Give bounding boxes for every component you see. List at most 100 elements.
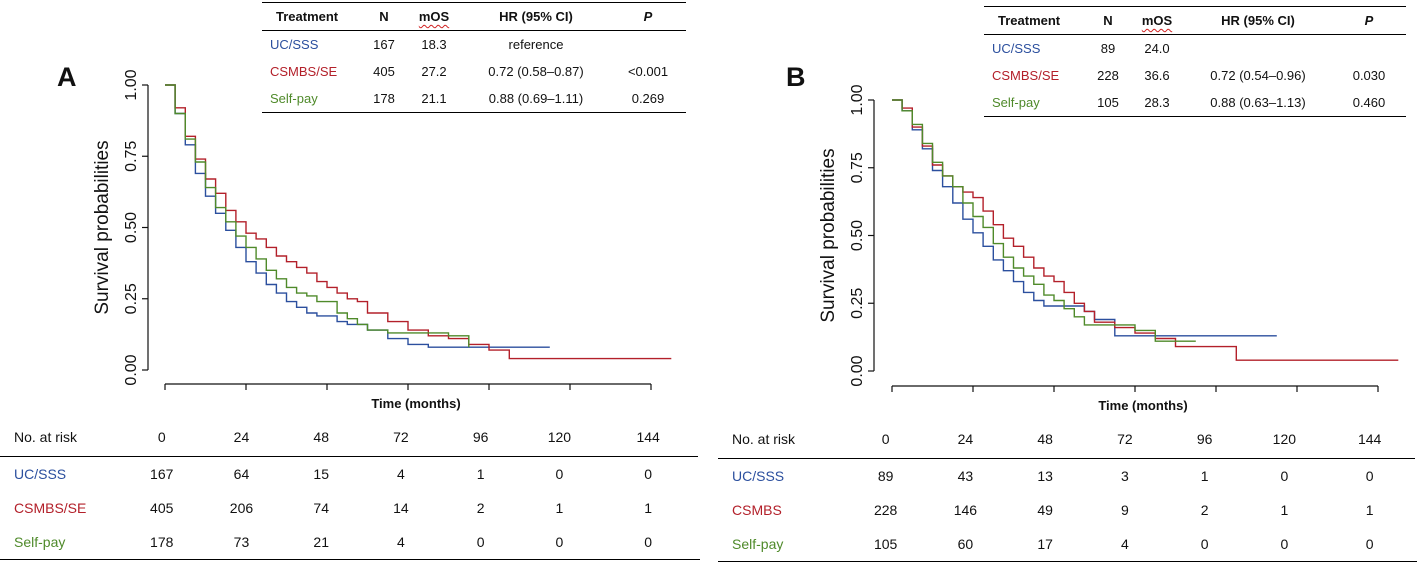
risk-value: 1 xyxy=(1280,502,1289,518)
legend-n: 105 xyxy=(1097,95,1119,110)
risk-value: 1 xyxy=(1200,468,1209,484)
header-treatment: Treatment xyxy=(262,2,362,31)
risk-value: 89 xyxy=(877,468,894,484)
y-axis-label: Survival probabilities xyxy=(818,148,839,322)
y-tick-label: 0.25 xyxy=(849,288,866,319)
risk-time: 144 xyxy=(598,418,698,457)
y-tick-label: 0.75 xyxy=(123,141,140,172)
risk-time: 0 xyxy=(845,420,926,459)
risk-row-name: Self-pay xyxy=(0,525,122,560)
risk-value: 206 xyxy=(229,500,254,516)
legend-n: 178 xyxy=(373,91,395,106)
y-tick-label: 0.00 xyxy=(123,354,140,385)
legend-hr xyxy=(1184,35,1332,63)
risk-time: 48 xyxy=(1005,420,1085,459)
risk-value: 60 xyxy=(925,527,1006,562)
series-line xyxy=(892,99,1277,337)
legend-p xyxy=(610,31,686,59)
risk-value: 15 xyxy=(313,466,329,482)
legend-treatment-name: UC/SSS xyxy=(992,41,1041,56)
series-line xyxy=(165,84,672,360)
legend-p xyxy=(1332,35,1406,63)
risk-header-row: No. at risk 0 24 48 72 96 120 144 xyxy=(718,420,1417,459)
legend-mos: 28.3 xyxy=(1144,95,1170,110)
header-hr: HR (95% CI) xyxy=(462,2,610,31)
risk-time: 72 xyxy=(361,418,441,457)
risk-pad xyxy=(698,491,700,525)
y-tick-label: 1.00 xyxy=(849,84,866,115)
series-line xyxy=(892,99,1399,361)
header-mos: mOS xyxy=(1130,6,1184,35)
risk-header-row: No. at risk 0 24 48 72 96 120 144 xyxy=(0,418,700,457)
risk-value: 4 xyxy=(361,525,441,560)
risk-label: No. at risk xyxy=(0,418,122,457)
risk-time: 24 xyxy=(925,420,1006,459)
risk-value: 405 xyxy=(150,500,174,516)
header-n: N xyxy=(362,2,406,31)
panel-b: B 0.00 0.25 0.50 0.75 1.00 Survival probabili… xyxy=(718,0,1417,562)
risk-value: 105 xyxy=(845,527,926,562)
series-line xyxy=(892,99,1196,342)
legend-mos: 36.6 xyxy=(1144,68,1170,83)
legend-n: 228 xyxy=(1097,68,1119,83)
risk-value: 0 xyxy=(520,525,599,560)
risk-time: 48 xyxy=(281,418,362,457)
km-plot: 0.00 0.25 0.50 0.75 1.00 Survival probabiliti… xyxy=(92,69,672,411)
risk-table: No. at risk 0 24 48 72 96 120 144 UC/SSS… xyxy=(718,420,1417,562)
legend-p: 0.269 xyxy=(631,91,665,106)
risk-row-name: Self-pay xyxy=(718,527,846,562)
risk-time: 96 xyxy=(1164,420,1245,459)
risk-value: 0 xyxy=(1280,468,1289,484)
legend-mos: 24.0 xyxy=(1144,41,1170,56)
risk-table: No. at risk 0 24 48 72 96 120 144 UC/SSS… xyxy=(0,418,700,560)
legend-treatment-name: CSMBS/SE xyxy=(270,64,338,79)
risk-value: 167 xyxy=(150,466,174,482)
risk-row-name: CSMBS xyxy=(732,502,782,518)
risk-value: 64 xyxy=(233,466,250,482)
risk-value: 0 xyxy=(440,525,521,560)
panel-letter: B xyxy=(786,62,806,92)
legend-treatment-name: Self-pay xyxy=(270,91,318,106)
risk-row-name: UC/SSS xyxy=(732,468,785,484)
risk-time: 0 xyxy=(121,418,202,457)
y-axis-label: Survival probabilities xyxy=(92,140,113,314)
risk-value: 0 xyxy=(1365,468,1374,484)
legend-n: 167 xyxy=(373,37,395,52)
y-tick-label: 0.00 xyxy=(849,355,866,386)
legend-row: Self-pay 178 21.1 0.88 (0.69–1.11) 0.269 xyxy=(262,85,686,113)
y-tick-label: 0.50 xyxy=(123,212,140,243)
km-plot: 0.00 0.25 0.50 0.75 1.00 Survival probabiliti… xyxy=(818,84,1399,413)
risk-row: UC/SSS 89 43 13 3 1 0 0 xyxy=(718,459,1417,494)
header-mos: mOS xyxy=(406,2,462,31)
risk-value: 17 xyxy=(1005,527,1085,562)
legend-hr: 0.72 (0.54–0.96) xyxy=(1210,68,1306,83)
legend-hr: reference xyxy=(508,37,564,52)
risk-value: 43 xyxy=(957,468,974,484)
header-mos-text: mOS xyxy=(418,9,450,24)
legend-p: 0.030 xyxy=(1352,68,1386,83)
legend-table: Treatment N mOS HR (95% CI) P UC/SSS 89 24… xyxy=(984,6,1406,117)
risk-row: UC/SSS 167 64 15 4 1 0 0 xyxy=(0,457,700,492)
legend-header-row: Treatment N mOS HR (95% CI) P xyxy=(984,6,1406,35)
risk-row: Self-pay 178 73 21 4 0 0 0 xyxy=(0,525,700,560)
risk-row: CSMBS/SE 405 206 74 14 2 1 1 xyxy=(0,491,700,525)
risk-value: 0 xyxy=(1164,527,1245,562)
legend-treatment-name: CSMBS/SE xyxy=(992,68,1060,83)
y-tick-label: 0.75 xyxy=(849,152,866,183)
risk-value: 4 xyxy=(1085,527,1165,562)
x-axis-label: Time (months) xyxy=(1098,398,1187,413)
risk-value: 21 xyxy=(281,525,362,560)
risk-time: 120 xyxy=(520,418,599,457)
legend-mos: 18.3 xyxy=(421,37,447,52)
legend-header-row: Treatment N mOS HR (95% CI) P xyxy=(262,2,686,31)
risk-time: 24 xyxy=(201,418,282,457)
legend-treatment-name: UC/SSS xyxy=(270,37,319,52)
panel-a: A 0.00 0.25 0.50 0.75 1.00 Survival probabili… xyxy=(0,0,700,560)
risk-value: 0 xyxy=(598,525,698,560)
risk-value: 3 xyxy=(1120,468,1129,484)
risk-time: 120 xyxy=(1244,420,1325,459)
legend-row: UC/SSS 89 24.0 xyxy=(984,35,1406,63)
x-axis-label: Time (months) xyxy=(371,396,460,411)
legend-hr: 0.88 (0.63–1.13) xyxy=(1210,95,1306,110)
header-p: P xyxy=(1332,6,1406,35)
